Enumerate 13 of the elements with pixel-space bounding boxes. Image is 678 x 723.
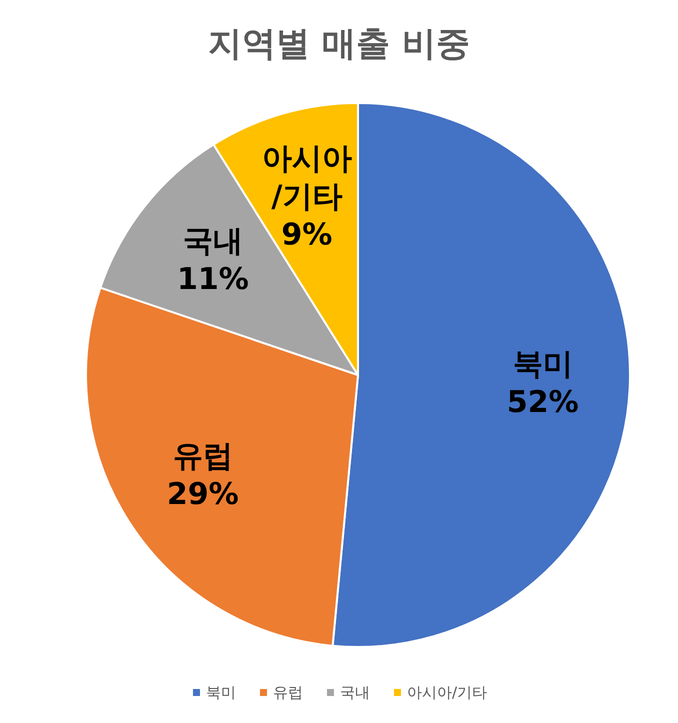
legend-label: 국내 xyxy=(340,684,370,702)
legend-label: 유럽 xyxy=(272,684,303,702)
chart-title: 지역별 매출 비중 xyxy=(208,24,470,64)
legend-label: 북미 xyxy=(206,684,236,702)
data-label: 52% xyxy=(506,385,579,420)
data-label: 11% xyxy=(176,262,249,297)
data-label: 29% xyxy=(166,477,239,512)
slice-label: 아시아/기타 xyxy=(262,142,352,215)
slice-label: 북미 xyxy=(512,347,573,382)
data-label: 9% xyxy=(281,218,332,253)
legend-label: 아시아/기타 xyxy=(406,684,488,702)
slice-label: 유럽 xyxy=(172,439,233,474)
slice-label: 국내 xyxy=(182,224,243,259)
